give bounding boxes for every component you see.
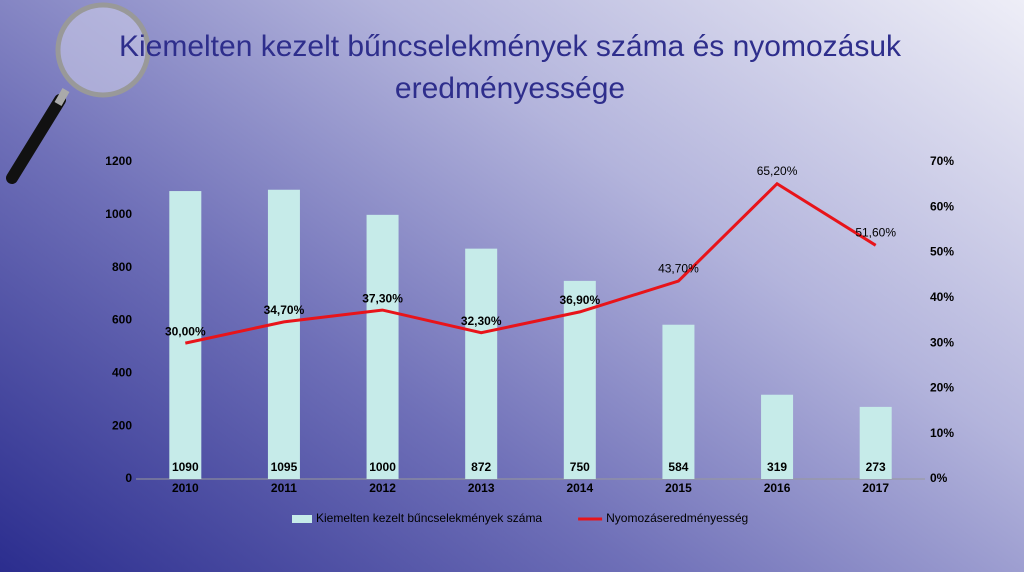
y-tick-label: 800: [112, 260, 132, 274]
y2-tick-label: 0%: [930, 471, 948, 485]
bar-value-label: 273: [866, 460, 886, 474]
y2-tick-label: 60%: [930, 199, 954, 213]
bar: [465, 248, 498, 479]
chart-title: Kiemelten kezelt bűncselekmények száma é…: [118, 30, 902, 105]
x-tick-label: 2015: [665, 481, 692, 495]
bar: [169, 191, 202, 479]
y-tick-label: 200: [112, 418, 132, 432]
line-value-label: 37,30%: [362, 291, 403, 305]
x-tick-label: 2016: [764, 481, 791, 495]
y-tick-label: 600: [112, 313, 132, 327]
bar-value-label: 1095: [271, 460, 298, 474]
line-value-label: 51,60%: [855, 225, 896, 239]
x-tick-label: 2017: [862, 481, 889, 495]
line-value-label: 43,70%: [658, 261, 699, 275]
bar: [761, 394, 794, 479]
line-value-label: 36,90%: [559, 293, 600, 307]
line-value-label: 32,30%: [461, 314, 502, 328]
legend-label: Kiemelten kezelt bűncselekmények száma: [316, 511, 542, 525]
y2-tick-label: 50%: [930, 245, 954, 259]
x-tick-label: 2012: [369, 481, 396, 495]
legend-label: Nyomozáseredményesség: [606, 511, 748, 525]
bar: [366, 214, 399, 480]
bar: [662, 324, 695, 479]
line-value-label: 30,00%: [165, 324, 206, 338]
y-tick-label: 400: [112, 366, 132, 380]
y-tick-label: 0: [125, 471, 132, 485]
bar-value-label: 1090: [172, 460, 199, 474]
line-value-label: 34,70%: [264, 303, 305, 317]
magnifier-icon: [6, 2, 151, 184]
x-tick-label: 2011: [271, 481, 297, 495]
bar-value-label: 319: [767, 460, 787, 474]
y2-tick-label: 10%: [930, 426, 954, 440]
x-tick-label: 2014: [566, 481, 593, 495]
x-tick-label: 2013: [468, 481, 495, 495]
legend-swatch: [292, 515, 312, 523]
y-tick-label: 1000: [105, 207, 132, 221]
x-tick-label: 2010: [172, 481, 199, 495]
bar-value-label: 872: [471, 460, 491, 474]
y-tick-label: 1200: [105, 154, 132, 168]
y2-tick-label: 20%: [930, 381, 954, 395]
y2-tick-label: 30%: [930, 335, 954, 349]
bar-value-label: 584: [668, 460, 688, 474]
y2-tick-label: 70%: [930, 154, 954, 168]
y2-tick-label: 40%: [930, 290, 954, 304]
bar-value-label: 1000: [369, 460, 396, 474]
bar-value-label: 750: [570, 460, 590, 474]
bar: [859, 406, 892, 479]
bar: [267, 189, 300, 480]
line: [184, 181, 877, 345]
line-value-label: 65,20%: [757, 164, 798, 178]
